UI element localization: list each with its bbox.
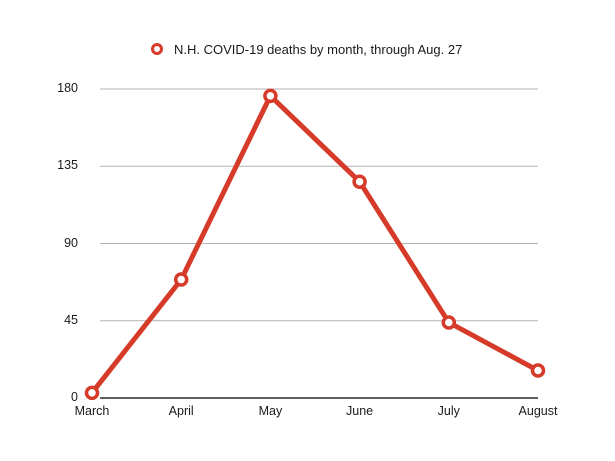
y-tick-label: 45 [64, 312, 78, 327]
x-tick-label: May [258, 404, 283, 418]
legend-label: N.H. COVID-19 deaths by month, through A… [174, 41, 463, 57]
x-tick-label: August [518, 404, 558, 418]
y-tick-label: 0 [71, 390, 78, 404]
data-point-marker [173, 272, 189, 287]
y-tick-label: 90 [64, 235, 78, 250]
x-tick-label: June [346, 404, 374, 418]
chart-legend: N.H. COVID-19 deaths by month, through A… [150, 40, 462, 58]
y-tick-label: 180 [57, 81, 78, 95]
data-point-marker [84, 385, 100, 401]
legend-circle-marker-icon [151, 43, 163, 55]
x-tick-label: April [168, 404, 194, 418]
data-point-marker [352, 174, 367, 189]
x-tick-label: March [74, 404, 110, 418]
x-tick-label: July [437, 404, 460, 418]
data-point-marker [263, 88, 278, 104]
data-point-marker [441, 315, 457, 330]
series-line [90, 93, 540, 395]
y-tick-label: 135 [57, 158, 78, 173]
data-point-marker [530, 363, 546, 378]
